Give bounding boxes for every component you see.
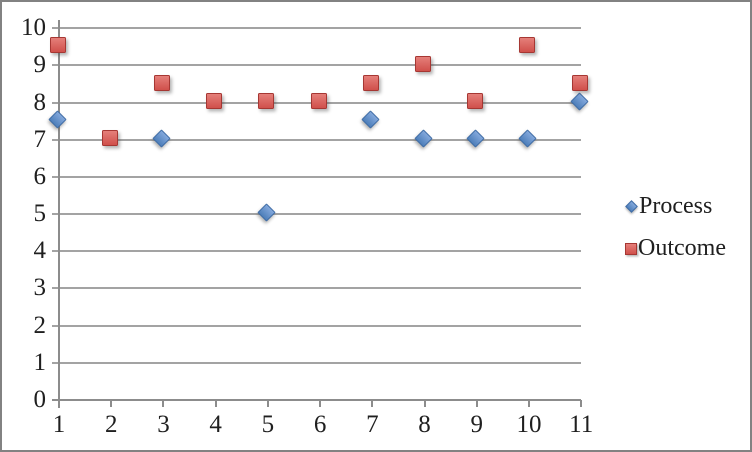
gridline bbox=[52, 64, 582, 67]
x-axis-tick bbox=[371, 400, 374, 407]
y-axis-line bbox=[58, 20, 60, 408]
data-point-outcome bbox=[206, 93, 223, 110]
data-point-outcome bbox=[571, 74, 588, 91]
data-point-process bbox=[518, 129, 537, 148]
gridline bbox=[52, 27, 582, 30]
legend-entry-outcome: Outcome bbox=[625, 234, 726, 263]
x-axis-tick bbox=[423, 400, 426, 407]
process-diamond-icon bbox=[625, 200, 638, 213]
y-axis-label: 4 bbox=[33, 237, 47, 265]
x-axis-tick bbox=[266, 400, 269, 407]
x-axis-tick bbox=[162, 400, 165, 407]
x-axis-tick bbox=[527, 400, 530, 407]
gridline bbox=[52, 287, 582, 290]
data-point-outcome bbox=[258, 93, 275, 110]
x-axis-label: 9 bbox=[470, 411, 484, 438]
gridline bbox=[52, 361, 582, 364]
legend-label-outcome: Outcome bbox=[638, 235, 726, 261]
x-axis-label: 10 bbox=[516, 411, 542, 438]
data-point-process bbox=[413, 129, 433, 148]
x-axis-label: 2 bbox=[104, 411, 118, 438]
data-point-outcome bbox=[153, 74, 170, 91]
x-axis-tick bbox=[214, 400, 217, 407]
x-axis-tick bbox=[580, 400, 583, 407]
y-axis-label: 5 bbox=[33, 200, 47, 228]
gridline bbox=[52, 250, 582, 253]
x-axis-label: 1 bbox=[52, 411, 66, 438]
gridline bbox=[52, 138, 582, 141]
x-axis-tick bbox=[475, 400, 478, 407]
y-axis-label: 2 bbox=[33, 311, 47, 339]
y-axis-label: 0 bbox=[33, 386, 47, 413]
x-axis-label: 8 bbox=[418, 411, 431, 438]
data-point-outcome bbox=[101, 130, 118, 147]
gridline bbox=[52, 399, 582, 401]
outcome-square-icon bbox=[625, 242, 637, 255]
y-axis-label: 8 bbox=[33, 88, 47, 116]
data-point-process bbox=[48, 110, 67, 129]
data-point-process bbox=[257, 203, 276, 222]
data-point-process bbox=[361, 110, 381, 129]
data-point-process bbox=[466, 129, 485, 148]
data-point-process bbox=[570, 91, 589, 111]
gridline bbox=[52, 175, 582, 178]
x-axis-label: 11 bbox=[569, 411, 594, 438]
data-point-outcome bbox=[49, 37, 66, 54]
x-axis-label: 6 bbox=[313, 411, 327, 438]
y-axis-label: 6 bbox=[33, 162, 47, 190]
data-point-outcome bbox=[415, 55, 432, 72]
x-axis-label: 7 bbox=[366, 411, 379, 438]
legend: Process Outcome bbox=[625, 192, 726, 263]
y-axis-label: 3 bbox=[33, 274, 47, 302]
y-axis-label: 9 bbox=[33, 51, 47, 79]
data-point-process bbox=[152, 129, 172, 148]
x-axis-label: 3 bbox=[157, 411, 170, 438]
data-point-outcome bbox=[467, 93, 484, 110]
data-point-outcome bbox=[519, 37, 536, 54]
gridline bbox=[52, 213, 582, 216]
y-axis-label: 1 bbox=[33, 348, 47, 376]
legend-label-process: Process bbox=[639, 193, 713, 219]
x-axis-tick bbox=[319, 400, 322, 407]
x-axis-label: 5 bbox=[261, 411, 275, 438]
data-point-outcome bbox=[310, 93, 327, 110]
data-point-outcome bbox=[362, 74, 379, 91]
y-axis-label: 10 bbox=[21, 14, 46, 42]
gridline bbox=[52, 324, 582, 327]
legend-entry-process: Process bbox=[625, 192, 726, 221]
x-axis-tick bbox=[110, 400, 113, 407]
y-axis-label: 7 bbox=[33, 125, 47, 153]
x-axis-label: 4 bbox=[209, 411, 222, 438]
x-axis-tick bbox=[58, 400, 60, 407]
